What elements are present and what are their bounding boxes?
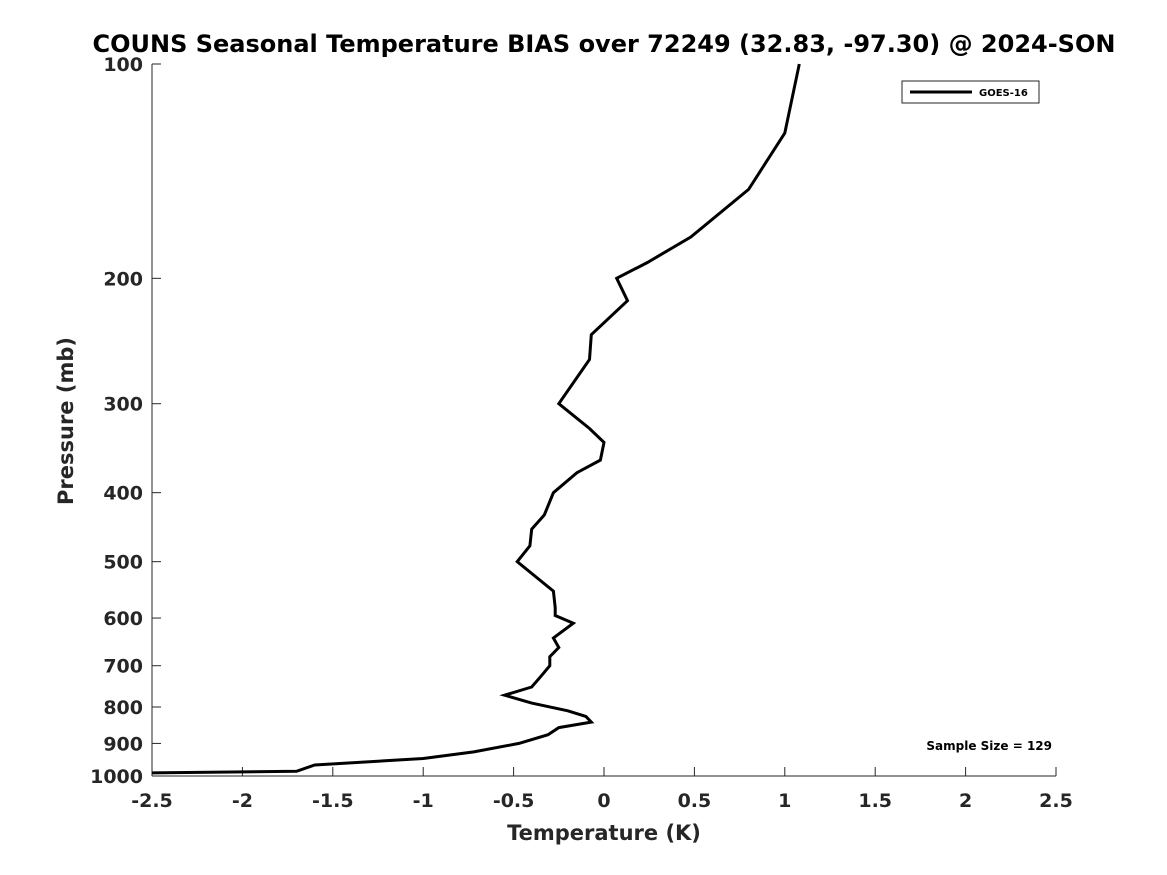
x-tick-label: 0 xyxy=(597,790,610,812)
legend: GOES-16 xyxy=(901,80,1040,104)
y-tick-label: 1000 xyxy=(90,766,143,788)
y-tick-label: 600 xyxy=(103,608,143,630)
legend-label-goes16: GOES-16 xyxy=(979,88,1028,99)
y-axis-label: Pressure (mb) xyxy=(54,337,78,505)
y-tick-label: 700 xyxy=(103,656,143,678)
x-tick-label: -0.5 xyxy=(493,790,535,812)
y-tick-label: 800 xyxy=(103,697,143,719)
y-tick-label: 100 xyxy=(103,54,143,76)
y-tick-label: 300 xyxy=(103,394,143,416)
x-tick-label: -2 xyxy=(232,790,253,812)
chart-title: COUNS Seasonal Temperature BIAS over 722… xyxy=(93,30,1116,58)
x-axis-label: Temperature (K) xyxy=(507,821,701,845)
sample-size-annotation: Sample Size = 129 xyxy=(926,739,1052,753)
series-line-goes16 xyxy=(151,63,801,775)
x-axis-ticks: -2.5 -2 -1.5 -1 -0.5 0 0.5 1 1.5 2 2.5 xyxy=(131,767,1073,812)
y-tick-label: 900 xyxy=(103,733,143,755)
x-tick-label: 1.5 xyxy=(858,790,892,812)
y-tick-label: 500 xyxy=(103,552,143,574)
y-axis-ticks: 100 200 300 400 500 600 700 800 900 1000 xyxy=(90,54,161,788)
y-tick-label: 200 xyxy=(103,268,143,290)
x-tick-label: 2.5 xyxy=(1039,790,1073,812)
x-tick-label: 0.5 xyxy=(678,790,712,812)
x-tick-label: -1 xyxy=(413,790,434,812)
y-tick-label: 400 xyxy=(103,483,143,505)
series-layer xyxy=(151,63,801,775)
x-tick-label: 1 xyxy=(778,790,791,812)
x-tick-label: 2 xyxy=(959,790,972,812)
x-tick-label: -1.5 xyxy=(312,790,354,812)
x-tick-label: -2.5 xyxy=(131,790,173,812)
